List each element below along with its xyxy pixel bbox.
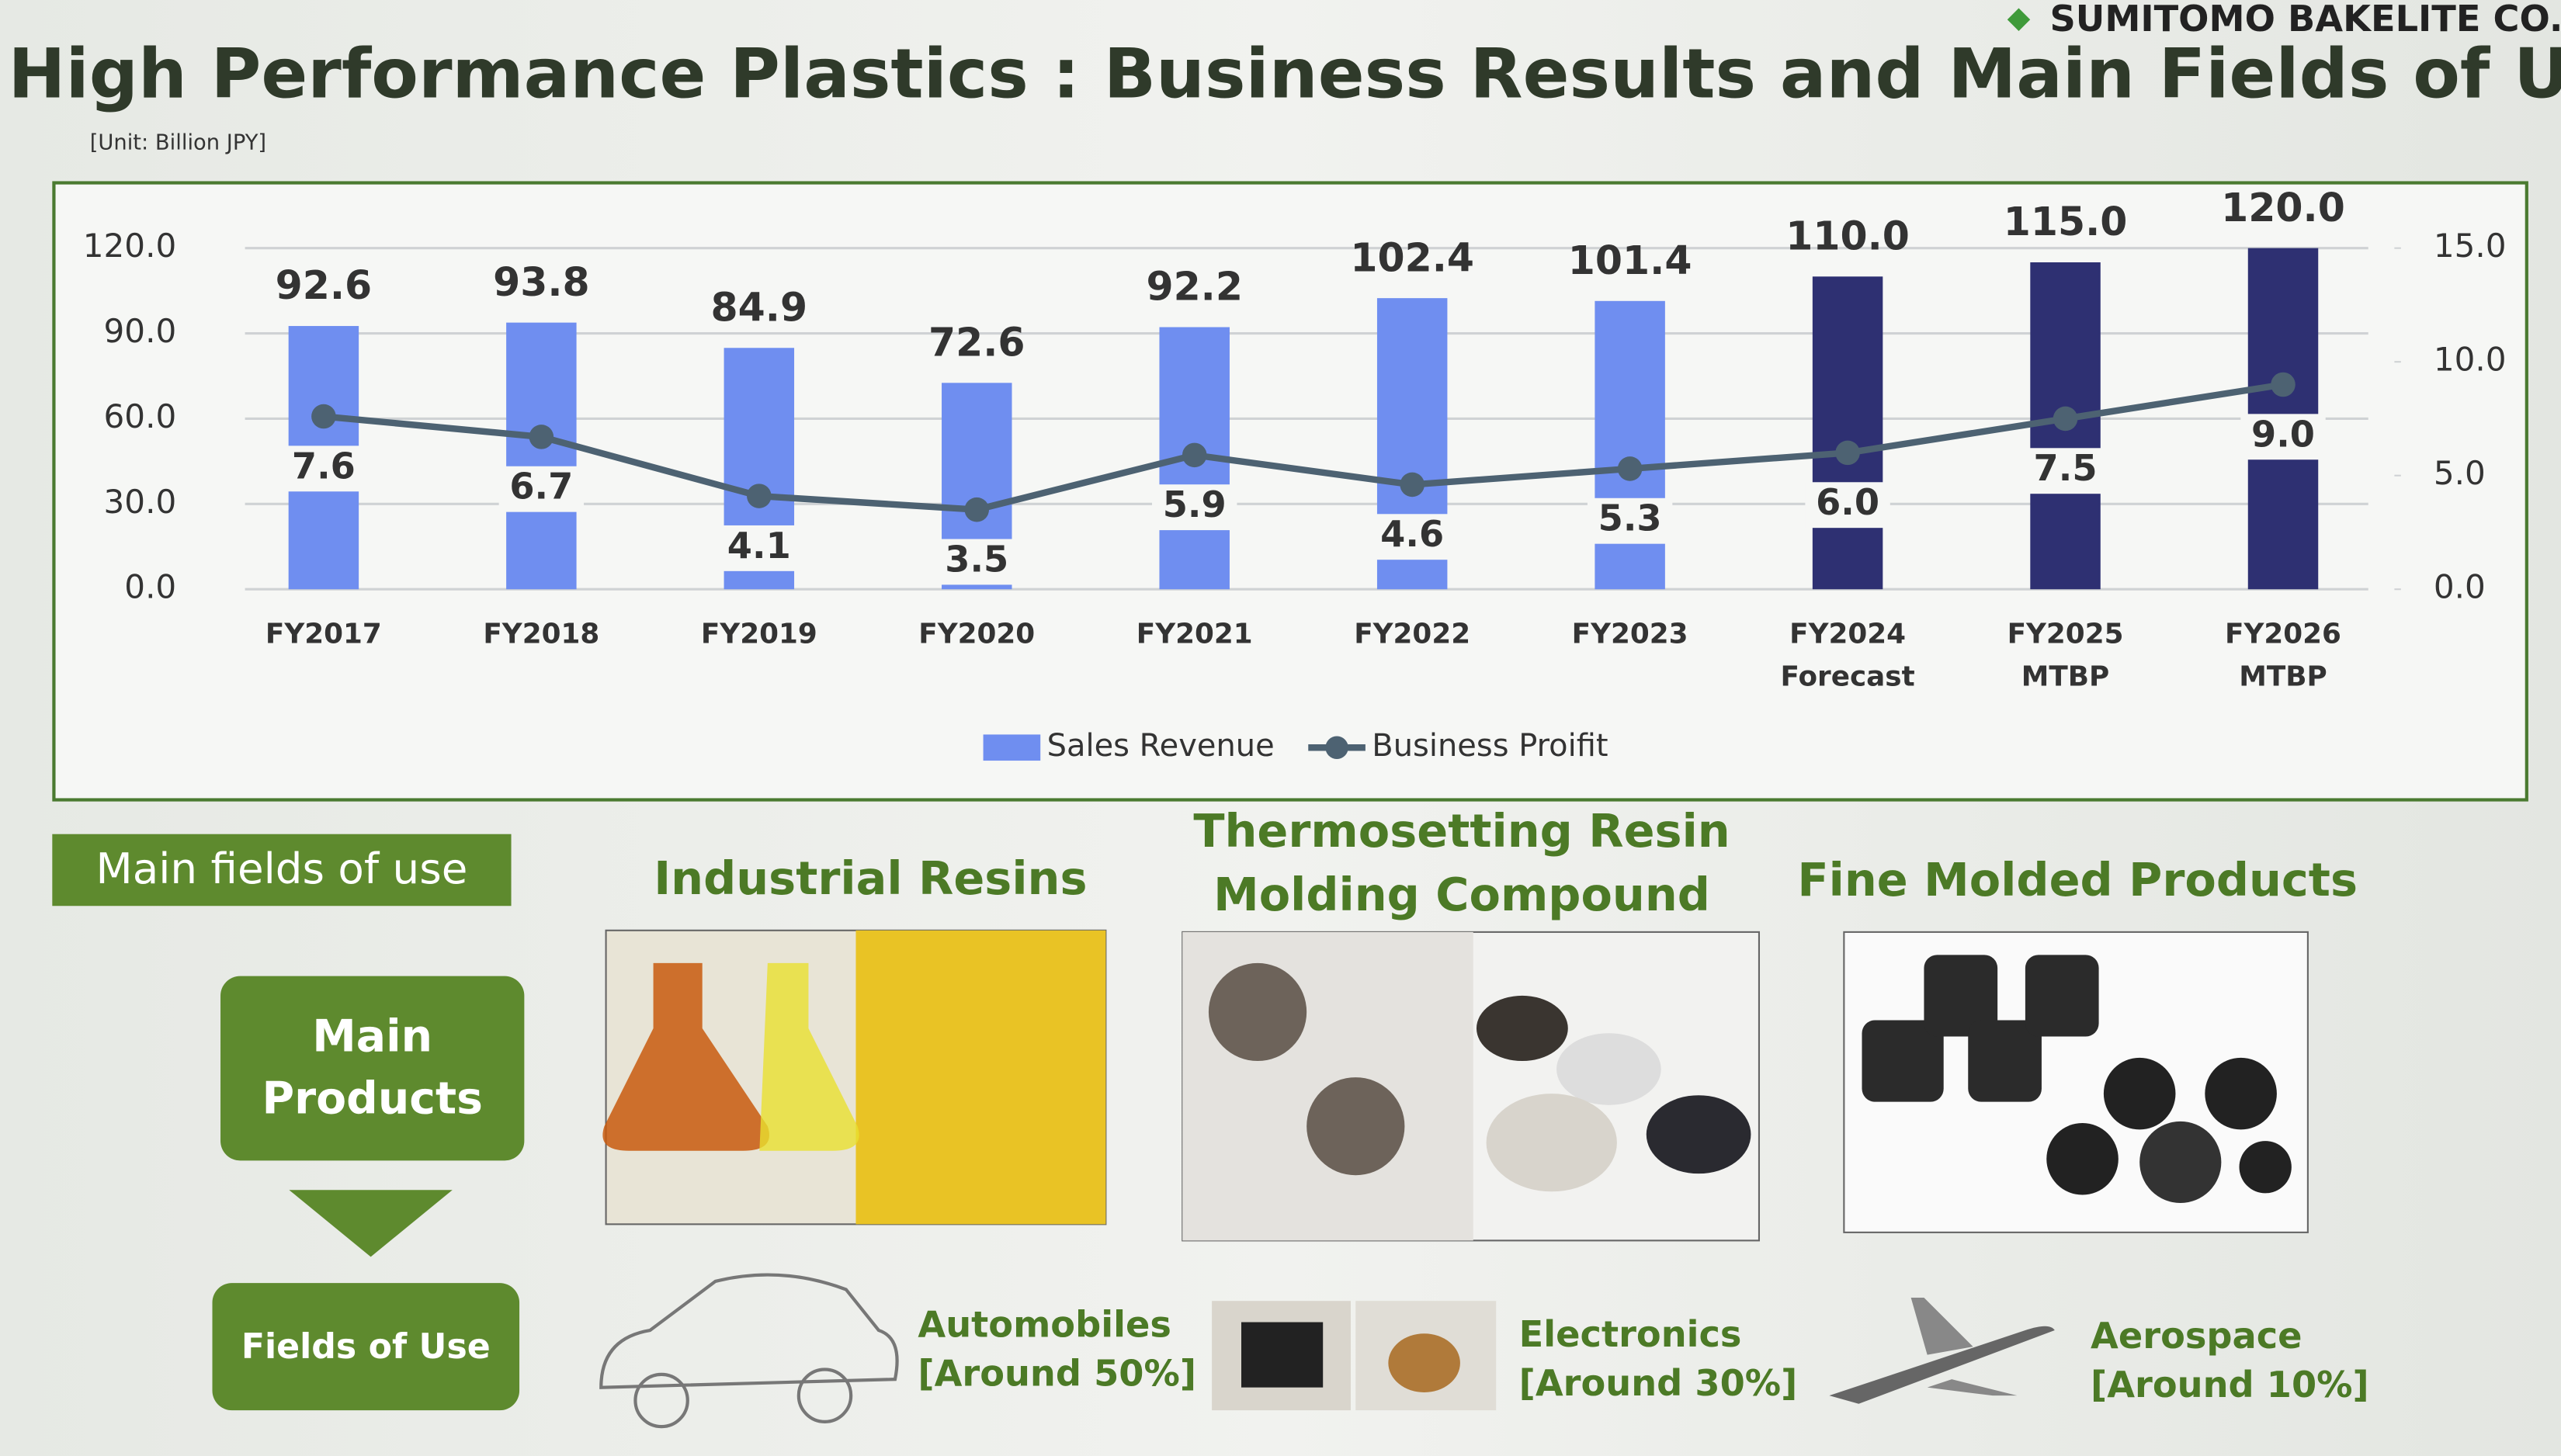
bar-value-label: 115.0: [2004, 199, 2128, 244]
line-label-bg: [1805, 482, 1890, 529]
line-point: [1617, 456, 1643, 481]
line-value-label: 4.1: [727, 525, 791, 567]
x-tick-label: FY2020: [918, 619, 1036, 652]
y2-tick-label: 5.0: [2434, 454, 2486, 492]
use-share: [Around 10%]: [2091, 1364, 2369, 1406]
photo-aircraft: [1829, 1297, 2055, 1404]
y-tick-label: 90.0: [104, 312, 177, 350]
main-products-box: Main Products: [220, 976, 525, 1161]
product-heading: Molding Compound: [1213, 868, 1710, 921]
y2-tick-label: 10.0: [2434, 341, 2507, 379]
chart-frame: [52, 181, 2528, 802]
bar-value-label: 92.2: [1146, 264, 1243, 310]
bar-value-label: 72.6: [928, 319, 1025, 365]
product-heading: Thermosetting Resin: [1193, 804, 1730, 858]
line-point: [964, 497, 990, 522]
bar-value-label: 110.0: [1785, 213, 1910, 258]
use-share: [Around 50%]: [918, 1352, 1196, 1394]
photo-electronics: [1212, 1301, 1497, 1411]
line-point: [2053, 406, 2078, 432]
line-label-bg: [281, 445, 366, 492]
x-tick-label: FY2021: [1136, 619, 1253, 652]
line-point: [2271, 372, 2296, 397]
line-value-label: 5.3: [1598, 497, 1662, 539]
line-value-label: 7.6: [292, 445, 356, 487]
arrow-down: [289, 1190, 453, 1257]
x-tick-label: FY2018: [483, 619, 600, 652]
unit: [Unit: Billion JPY]: [90, 131, 266, 155]
x-tick-label: FY2017: [265, 619, 382, 652]
product-heading: Fine Molded Products: [1797, 853, 2358, 907]
line-value-label: 7.5: [2034, 447, 2098, 489]
product-heading: Industrial Resins: [654, 851, 1087, 905]
legend-swatch: [983, 734, 1041, 761]
bar-value-label: 101.4: [1568, 237, 1692, 283]
y-tick-label: 120.0: [83, 227, 176, 265]
photo-fine-molded: [1843, 931, 2309, 1233]
fields-label: Main fields of use: [52, 834, 512, 907]
x-tick-label: FY2024 Forecast: [1780, 619, 1915, 694]
line-label-bg: [934, 539, 1019, 585]
line-value-label: 5.9: [1163, 484, 1227, 525]
use-name: Automobiles: [918, 1303, 1171, 1345]
y2-tick-label: 0.0: [2434, 568, 2486, 606]
line-value-label: 3.5: [945, 538, 1008, 580]
line-point: [529, 425, 554, 449]
line: [323, 381, 2284, 513]
y-tick-label: 0.0: [124, 568, 176, 606]
title: High Performance Plastics : Business Res…: [9, 33, 2561, 113]
line-point: [747, 484, 772, 508]
use-share: [Around 30%]: [1519, 1362, 1798, 1404]
line-label-bg: [498, 466, 585, 512]
bar-value-label: 84.9: [711, 284, 808, 330]
line-label-bg: [717, 525, 802, 571]
legend-swatch: [1325, 736, 1348, 759]
line-label-bg: [2240, 414, 2326, 460]
y-tick-label: 30.0: [104, 483, 177, 521]
legend-label: Business Proifit: [1372, 728, 1608, 764]
line-point: [1182, 442, 1207, 468]
bar: [506, 322, 577, 590]
bar: [1595, 300, 1665, 590]
use-name: Aerospace: [2091, 1315, 2302, 1357]
company: SUMITOMO BAKELITE CO.,: [2049, 0, 2561, 40]
x-tick-label: FY2026 MTBP: [2225, 619, 2341, 694]
line-label-bg: [2022, 448, 2108, 494]
line-point: [1835, 440, 1860, 466]
line-value-label: 4.6: [1380, 513, 1444, 555]
x-tick-label: FY2019: [700, 619, 817, 652]
use-name: Electronics: [1519, 1313, 1742, 1355]
x-tick-label: FY2023: [1571, 619, 1688, 652]
legend-label: Sales Revenue: [1047, 728, 1275, 764]
line-value-label: 6.0: [1816, 481, 1879, 523]
line-point: [311, 404, 336, 429]
line-label-bg: [1152, 484, 1237, 531]
x-tick-label: FY2025 MTBP: [2007, 619, 2124, 694]
fields-of-use-box: Fields of Use: [212, 1283, 520, 1411]
bar-value-label: 120.0: [2221, 185, 2345, 231]
line-value-label: 9.0: [2251, 413, 2315, 455]
bar: [1812, 276, 1883, 590]
bar-value-label: 102.4: [1350, 234, 1474, 280]
line-point: [1400, 472, 1425, 497]
y-tick-label: 60.0: [104, 397, 177, 435]
y2-tick-label: 15.0: [2434, 227, 2507, 265]
logo-icon: [2007, 8, 2031, 31]
photo-car: [599, 1273, 899, 1429]
bar-value-label: 92.6: [276, 262, 373, 308]
line-value-label: 6.7: [509, 466, 573, 508]
line-label-bg: [1369, 514, 1455, 560]
photo-industrial-resins: [602, 929, 1107, 1225]
bar-value-label: 93.8: [493, 259, 590, 305]
x-tick-label: FY2022: [1354, 619, 1471, 652]
line-label-bg: [1587, 497, 1673, 544]
photo-molding-compound: [1182, 931, 1761, 1242]
